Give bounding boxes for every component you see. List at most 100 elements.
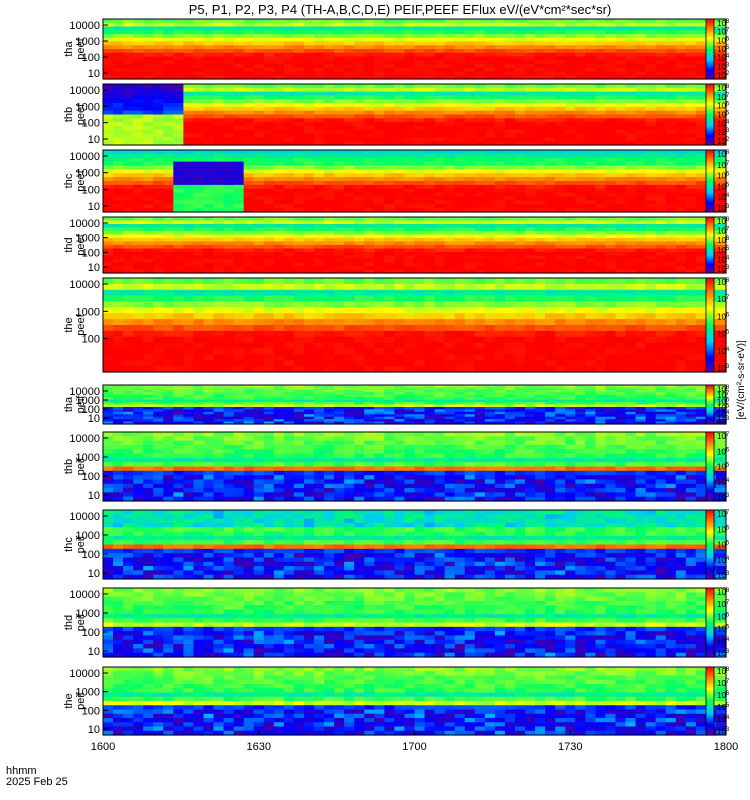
spectrogram-cell xyxy=(193,19,205,24)
spectrogram-cell xyxy=(565,26,576,31)
spectrogram-cell xyxy=(404,238,416,243)
spectrogram-cell xyxy=(193,238,205,243)
spectrogram-cell xyxy=(374,301,385,308)
spectrogram-cell xyxy=(695,150,707,155)
spectrogram-cell xyxy=(645,153,657,159)
spectrogram-cell xyxy=(283,259,295,264)
spectrogram-cell xyxy=(675,262,687,267)
spectrogram-cell xyxy=(545,319,556,326)
spectrogram-cell xyxy=(283,114,295,119)
spectrogram-cell xyxy=(514,99,526,104)
spectrogram-cell xyxy=(484,313,496,320)
spectrogram-cell xyxy=(585,252,596,257)
spectrogram-cell xyxy=(143,196,154,201)
spectrogram-cell xyxy=(635,330,647,338)
spectrogram-cell xyxy=(525,255,536,260)
spectrogram-cell xyxy=(203,64,215,69)
spectrogram-cell xyxy=(565,91,576,97)
spectrogram-cell xyxy=(444,91,456,97)
spectrogram-cell xyxy=(414,255,426,260)
spectrogram-cell xyxy=(504,114,516,119)
spectrogram-cell xyxy=(595,30,607,35)
spectrogram-cell xyxy=(545,114,556,119)
spectrogram-cell xyxy=(494,224,506,229)
spectrogram-cell xyxy=(424,184,436,190)
spectrogram-cell xyxy=(715,169,727,174)
spectrogram-cell xyxy=(314,238,325,243)
spectrogram-cell xyxy=(464,87,476,93)
spectrogram-cell xyxy=(715,188,727,194)
spectrogram-cell xyxy=(414,87,426,93)
spectrogram-cell xyxy=(525,177,536,182)
spectrogram-cell xyxy=(314,227,325,232)
spectrogram-cell xyxy=(545,200,556,205)
spectrogram-cell xyxy=(504,301,516,308)
spectrogram-cell xyxy=(404,227,416,232)
spectrogram-cell xyxy=(344,60,355,65)
spectrogram-cell xyxy=(263,259,275,264)
spectrogram-cell xyxy=(615,360,627,367)
spectrogram-cell xyxy=(314,224,325,229)
spectrogram-cell xyxy=(414,342,426,350)
spectrogram-cell xyxy=(645,19,657,24)
spectrogram-cell xyxy=(263,133,275,138)
spectrogram-cell xyxy=(464,234,476,239)
spectrogram-cell xyxy=(253,231,265,236)
spectrogram-cell xyxy=(444,196,456,201)
spectrogram-cell xyxy=(153,103,164,108)
spectrogram-cell xyxy=(293,366,305,373)
spectrogram-cell xyxy=(535,248,546,253)
spectrogram-cell xyxy=(364,360,375,367)
spectrogram-cell xyxy=(695,234,707,239)
spectrogram-cell xyxy=(555,122,566,127)
spectrogram-cell xyxy=(364,75,375,80)
spectrogram-cell xyxy=(585,366,596,373)
spectrogram-cell xyxy=(494,342,506,350)
spectrogram-cell xyxy=(253,133,265,138)
spectrogram-cell xyxy=(655,319,667,326)
spectrogram-cell xyxy=(645,266,657,271)
spectrogram-cell xyxy=(334,366,345,373)
spectrogram-cell xyxy=(273,307,285,314)
spectrogram-cell xyxy=(324,153,335,159)
spectrogram-cell xyxy=(545,231,556,236)
spectrogram-cell xyxy=(464,56,476,61)
spectrogram-cell xyxy=(665,153,677,159)
spectrogram-cell xyxy=(153,200,164,205)
spectrogram-cell xyxy=(555,177,566,182)
spectrogram-cell xyxy=(183,366,195,373)
spectrogram-cell xyxy=(675,248,687,253)
spectrogram-cell xyxy=(364,330,375,338)
spectrogram-cell xyxy=(514,336,526,344)
spectrogram-cell xyxy=(183,241,195,246)
spectrogram-cell xyxy=(504,295,516,303)
spectrogram-cell xyxy=(314,269,325,274)
spectrogram-cell xyxy=(504,289,516,297)
spectrogram-cell xyxy=(715,71,727,76)
spectrogram-cell xyxy=(364,60,375,65)
spectrogram-cell xyxy=(454,22,466,28)
spectrogram-cell xyxy=(685,354,697,361)
spectrogram-cell xyxy=(384,84,395,89)
spectrogram-cell xyxy=(494,245,506,250)
spectrogram-cell xyxy=(324,307,335,314)
spectrogram-cell xyxy=(273,342,285,350)
spectrogram-cell xyxy=(514,301,526,308)
spectrogram-cell xyxy=(494,325,506,332)
spectrogram-cell xyxy=(504,41,516,46)
spectrogram-cell xyxy=(293,165,305,170)
spectrogram-cell xyxy=(193,169,205,174)
spectrogram-cell xyxy=(203,319,215,326)
spectrogram-cell xyxy=(394,238,406,243)
spectrogram-cell xyxy=(444,224,456,229)
spectrogram-cell xyxy=(555,354,566,361)
spectrogram-cell xyxy=(645,184,657,190)
spectrogram-cell xyxy=(504,95,516,100)
spectrogram-cell xyxy=(605,301,617,308)
spectrogram-cell xyxy=(113,133,124,138)
spectrogram-cell xyxy=(263,161,275,167)
spectrogram-cell xyxy=(243,217,255,222)
spectrogram-cell xyxy=(484,67,496,73)
spectrogram-cell xyxy=(605,177,617,182)
spectrogram-cell xyxy=(665,165,677,170)
